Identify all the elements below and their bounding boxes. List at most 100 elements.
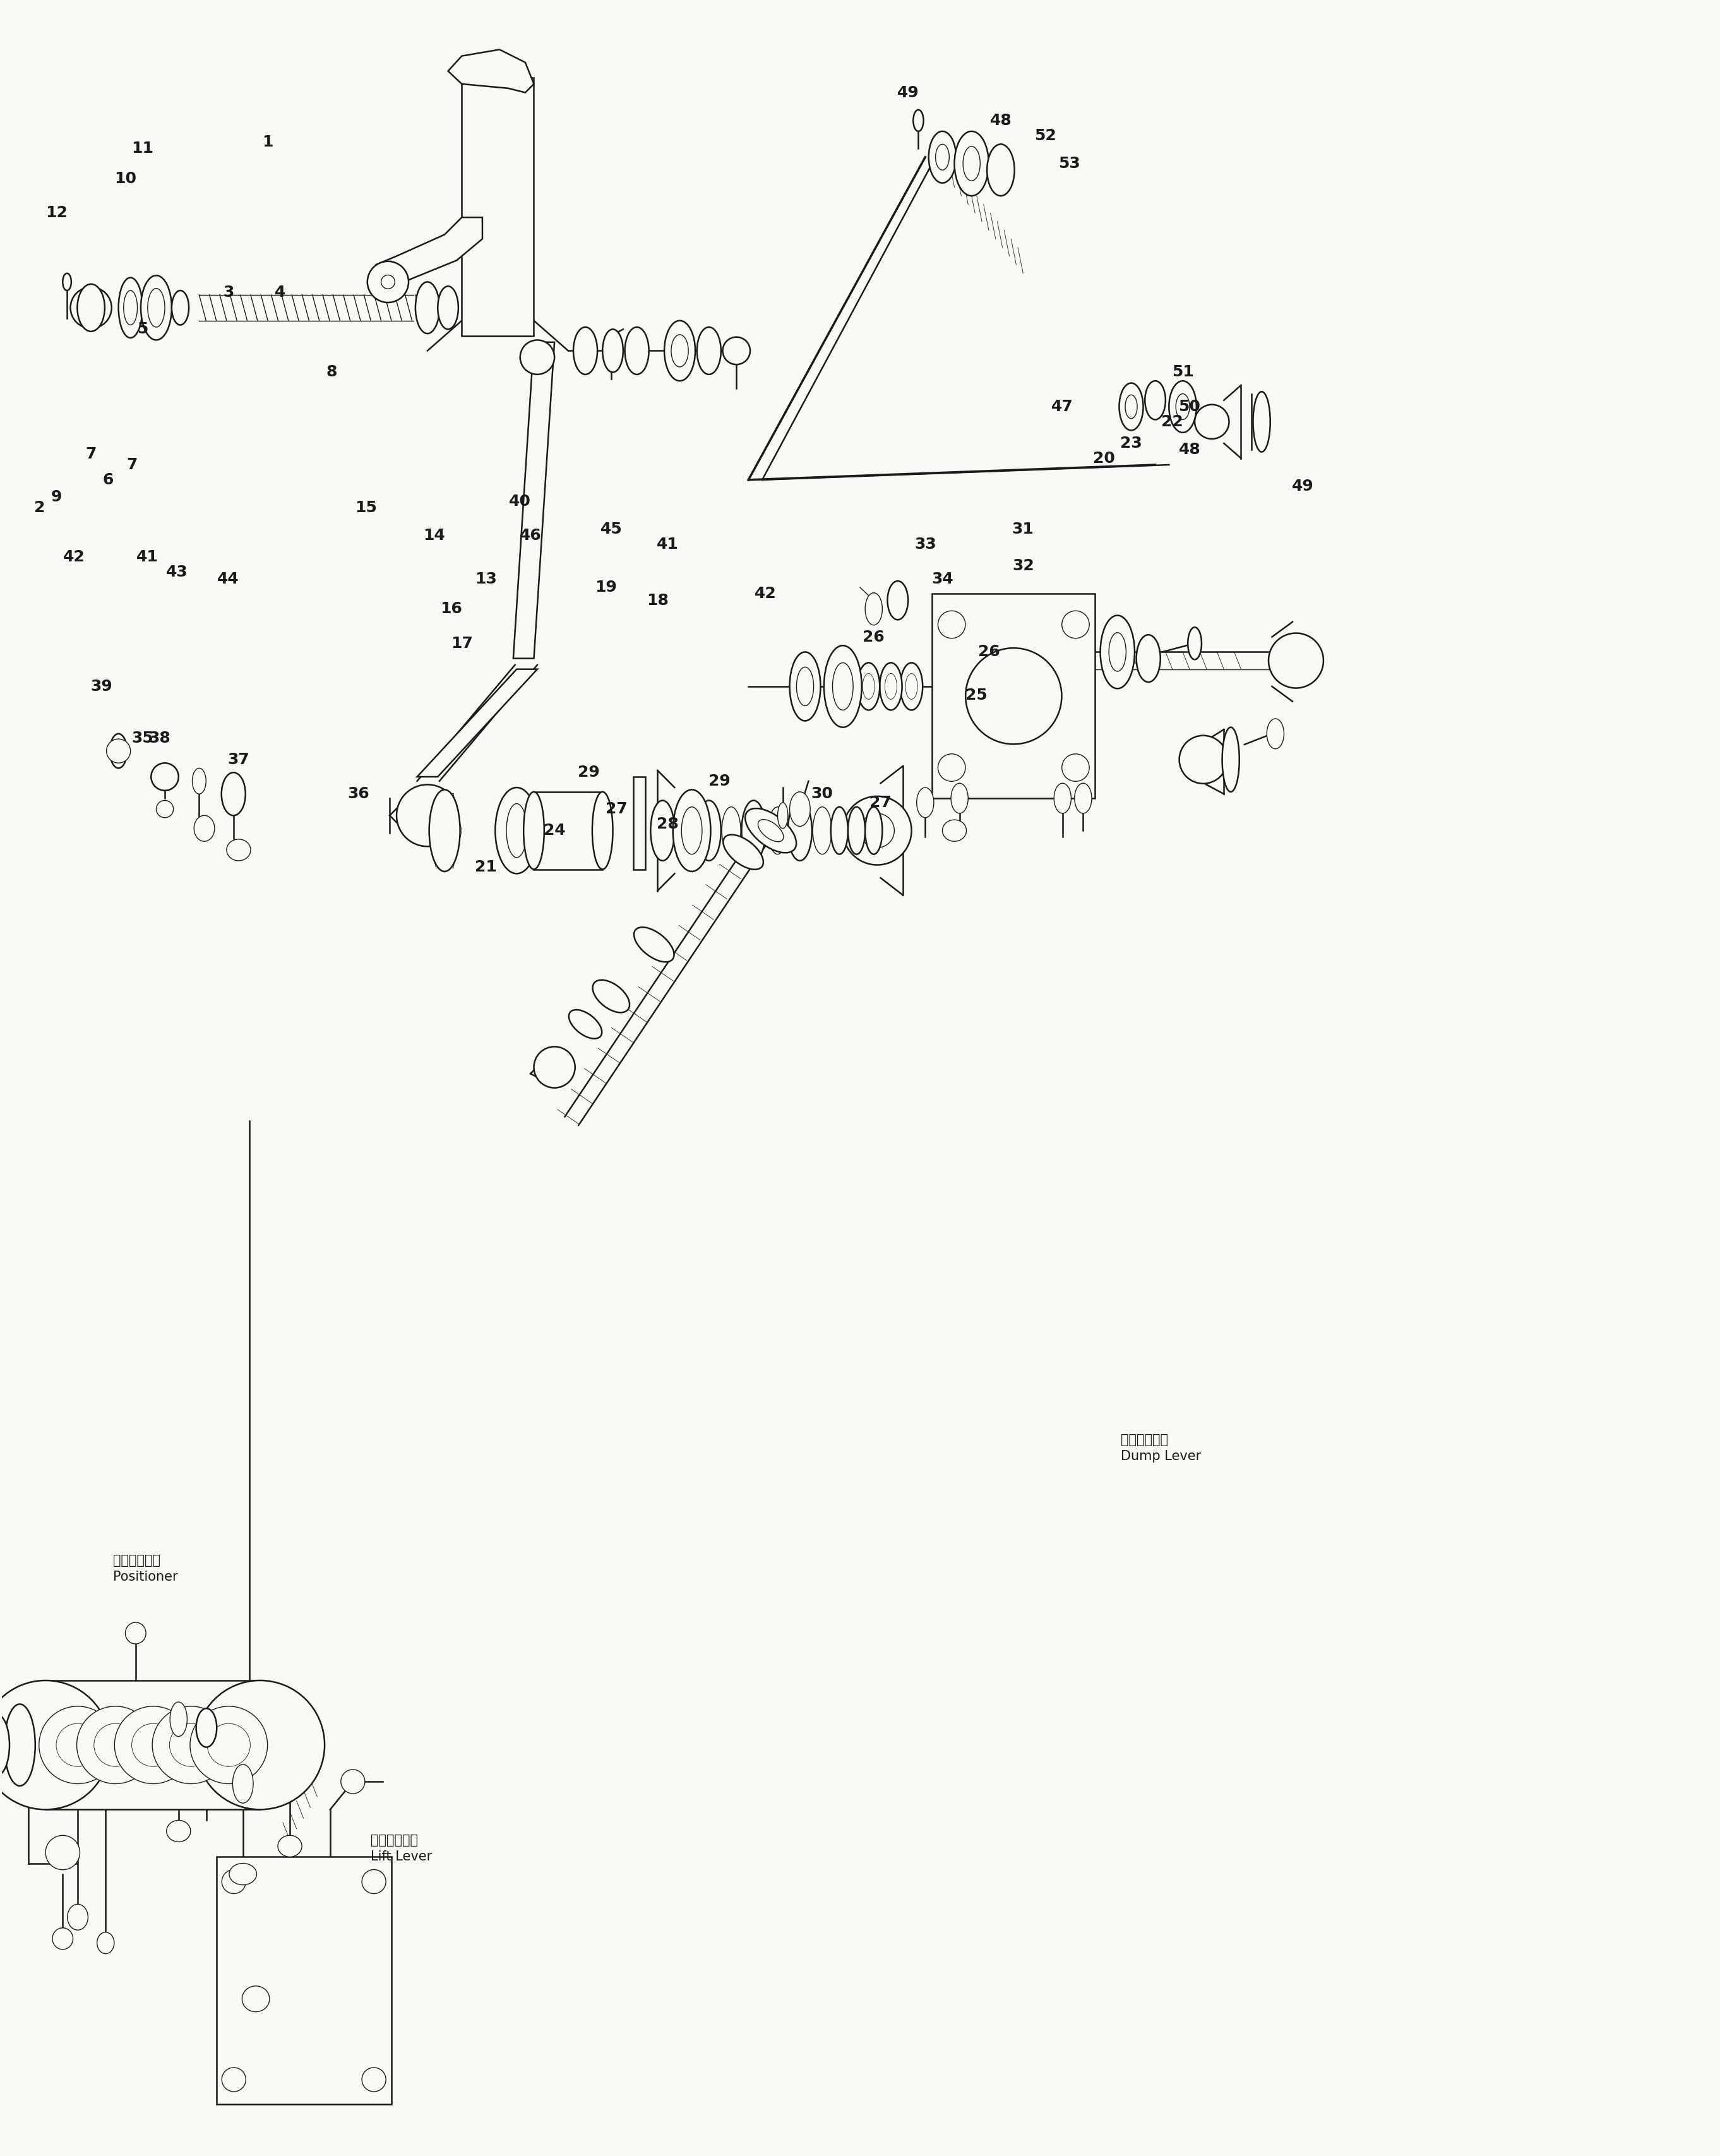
Ellipse shape [119, 278, 143, 338]
Text: 24: 24 [544, 824, 566, 839]
Ellipse shape [506, 804, 526, 858]
Ellipse shape [52, 1927, 72, 1949]
Text: 13: 13 [475, 571, 497, 586]
Circle shape [115, 1705, 193, 1783]
Text: 10: 10 [114, 170, 136, 185]
Text: 18: 18 [647, 593, 669, 608]
Text: 7: 7 [86, 446, 96, 461]
Ellipse shape [789, 791, 810, 826]
Circle shape [45, 1835, 79, 1869]
Text: 35: 35 [131, 731, 153, 746]
Ellipse shape [929, 132, 956, 183]
Ellipse shape [96, 1932, 114, 1953]
Ellipse shape [1223, 727, 1240, 791]
Text: 1: 1 [261, 134, 273, 149]
Circle shape [0, 1680, 110, 1809]
Circle shape [151, 763, 179, 791]
Ellipse shape [430, 789, 459, 871]
Text: 23: 23 [1120, 436, 1142, 451]
Text: 27: 27 [870, 796, 891, 811]
Text: 29: 29 [578, 765, 600, 780]
Ellipse shape [593, 981, 630, 1013]
Ellipse shape [879, 662, 901, 709]
Ellipse shape [592, 791, 612, 869]
Circle shape [341, 1770, 365, 1794]
Bar [45, 1680, 260, 1809]
Ellipse shape [769, 806, 788, 854]
Text: 7: 7 [127, 457, 138, 472]
Ellipse shape [229, 1863, 256, 1884]
Circle shape [107, 740, 131, 763]
Ellipse shape [796, 666, 814, 705]
Text: ダンプレバー
Dump Lever: ダンプレバー Dump Lever [1121, 1434, 1201, 1462]
Ellipse shape [722, 806, 741, 854]
Ellipse shape [227, 839, 251, 860]
Ellipse shape [1054, 783, 1072, 813]
Bar [932, 593, 1096, 798]
Polygon shape [447, 50, 533, 93]
Text: 27: 27 [605, 802, 628, 817]
Ellipse shape [194, 815, 215, 841]
Ellipse shape [1101, 614, 1135, 688]
Ellipse shape [624, 328, 648, 375]
Ellipse shape [671, 334, 688, 367]
Text: 11: 11 [131, 140, 153, 155]
Ellipse shape [172, 291, 189, 326]
Text: 36: 36 [347, 787, 370, 802]
Bar [461, 78, 533, 336]
Ellipse shape [913, 110, 924, 132]
Ellipse shape [523, 791, 544, 869]
Circle shape [965, 649, 1061, 744]
Ellipse shape [865, 806, 882, 854]
Text: 26: 26 [863, 630, 884, 645]
Text: 49: 49 [1292, 479, 1314, 494]
Ellipse shape [1176, 395, 1190, 420]
Ellipse shape [1268, 718, 1283, 748]
Circle shape [361, 2068, 385, 2091]
Ellipse shape [382, 276, 396, 289]
Ellipse shape [905, 673, 917, 699]
Text: 26: 26 [977, 645, 999, 660]
Text: 52: 52 [1034, 127, 1056, 142]
Ellipse shape [676, 806, 695, 854]
Circle shape [71, 287, 112, 328]
Polygon shape [418, 668, 537, 776]
Circle shape [153, 1705, 230, 1783]
Text: リフトレバー
Lift Lever: リフトレバー Lift Lever [372, 1833, 432, 1863]
Text: 41: 41 [136, 550, 158, 565]
Ellipse shape [193, 768, 206, 793]
Ellipse shape [955, 132, 989, 196]
Ellipse shape [777, 802, 788, 828]
Circle shape [40, 1705, 117, 1783]
Text: 42: 42 [64, 550, 84, 565]
Ellipse shape [987, 144, 1015, 196]
Bar [217, 1856, 392, 2104]
Ellipse shape [858, 662, 879, 709]
Circle shape [860, 813, 894, 847]
Ellipse shape [1075, 783, 1092, 813]
Polygon shape [513, 343, 554, 658]
Text: 15: 15 [354, 500, 377, 515]
Ellipse shape [745, 808, 796, 854]
Ellipse shape [243, 1986, 270, 2012]
Text: 16: 16 [440, 602, 463, 617]
Text: 31: 31 [1011, 522, 1034, 537]
Circle shape [937, 755, 965, 780]
Circle shape [132, 1723, 175, 1766]
Text: 21: 21 [475, 860, 497, 875]
Circle shape [57, 1723, 100, 1766]
Circle shape [95, 1723, 138, 1766]
Ellipse shape [759, 819, 784, 841]
Circle shape [1195, 405, 1230, 440]
Ellipse shape [1146, 382, 1166, 420]
Ellipse shape [697, 328, 721, 375]
Text: 6: 6 [103, 472, 114, 487]
Text: 8: 8 [325, 364, 337, 379]
Circle shape [206, 1723, 251, 1766]
Text: 25: 25 [965, 688, 987, 703]
Ellipse shape [1254, 392, 1271, 453]
Text: 2: 2 [34, 500, 45, 515]
Ellipse shape [232, 1764, 253, 1802]
Text: 17: 17 [451, 636, 473, 651]
Ellipse shape [110, 733, 127, 768]
